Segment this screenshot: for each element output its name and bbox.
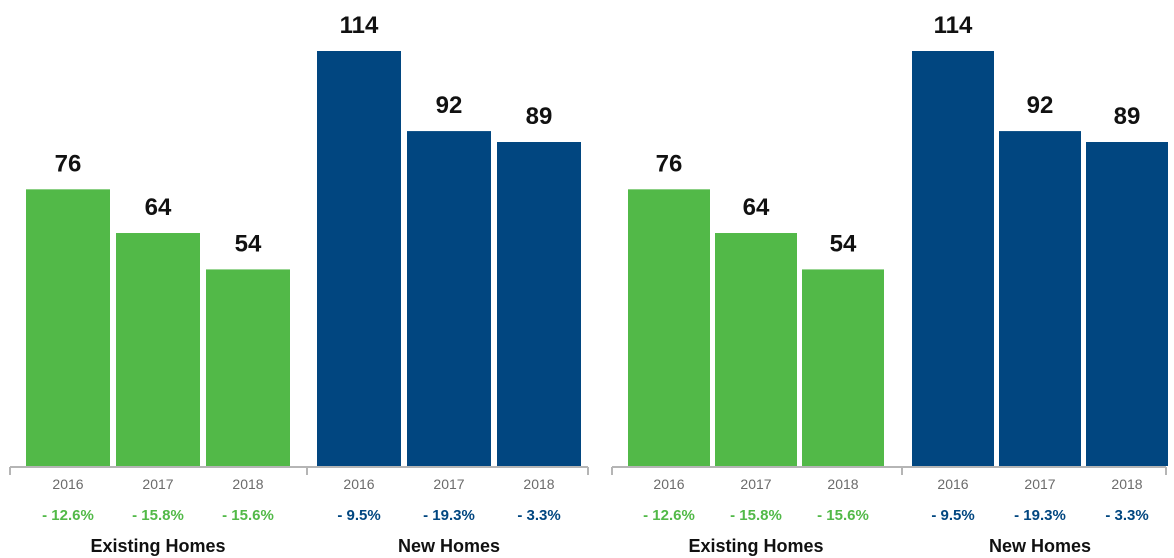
change-label: - 3.3% <box>517 507 560 524</box>
chart-panel-left: 76 2016 - 12.6% 64 2017 - 15.8% 54 2018 - 15.6% E… <box>9 12 589 556</box>
bar-new-homes-2018 <box>497 142 581 466</box>
chart-left: 76 2016 - 12.6% 64 2017 - 15.8% 54 2018 - 15.6% E… <box>9 12 589 556</box>
data-label: 92 <box>436 92 463 119</box>
x-tick-label: 2016 <box>343 476 374 492</box>
change-label: - 15.8% <box>132 507 184 524</box>
x-tick-label: 2018 <box>523 476 554 492</box>
bar-new-homes-2016 <box>912 51 994 466</box>
data-label: 114 <box>934 12 973 39</box>
x-tick-label: 2017 <box>1024 476 1055 492</box>
x-tick-label: 2016 <box>52 476 83 492</box>
x-tick-label: 2018 <box>827 476 858 492</box>
x-tick-label: 2017 <box>142 476 173 492</box>
data-label: 89 <box>1114 103 1141 130</box>
data-label: 92 <box>1027 92 1054 119</box>
x-tick-label: 2017 <box>740 476 771 492</box>
chart-panel-right: 76 2016 - 12.6% 64 2017 - 15.8% 54 2018 - 15.6% E… <box>600 0 1174 558</box>
bar-existing-homes-2016 <box>628 189 710 467</box>
bar-new-homes-2018 <box>1086 142 1168 466</box>
data-label: 76 <box>55 150 82 177</box>
bar-existing-homes-2018 <box>802 269 884 466</box>
bar-new-homes-2017 <box>999 131 1081 467</box>
change-label: - 19.3% <box>423 507 475 524</box>
data-label: 64 <box>145 194 172 221</box>
x-tick-label: 2016 <box>653 476 684 492</box>
data-label: 54 <box>235 230 262 257</box>
change-label: - 12.6% <box>643 507 695 524</box>
change-label: - 12.6% <box>42 507 94 524</box>
change-label: - 3.3% <box>1105 507 1148 524</box>
chart-right: 76 2016 - 12.6% 64 2017 - 15.8% 54 2018 - 15.6% E… <box>611 12 1168 556</box>
data-label: 114 <box>340 12 379 39</box>
data-label: 54 <box>830 230 857 257</box>
bar-existing-homes-2018 <box>206 269 290 466</box>
bar-new-homes-2016 <box>317 51 401 466</box>
data-label: 64 <box>743 194 770 221</box>
change-label: - 15.8% <box>730 507 782 524</box>
x-tick-label: 2018 <box>232 476 263 492</box>
x-tick-label: 2018 <box>1111 476 1142 492</box>
change-label: - 15.6% <box>222 507 274 524</box>
group-title: New Homes <box>989 536 1091 556</box>
change-label: - 19.3% <box>1014 507 1066 524</box>
bar-existing-homes-2017 <box>715 233 797 466</box>
group-title: Existing Homes <box>688 536 823 556</box>
change-label: - 9.5% <box>931 507 974 524</box>
x-tick-label: 2016 <box>937 476 968 492</box>
x-tick-label: 2017 <box>433 476 464 492</box>
bar-existing-homes-2017 <box>116 233 200 466</box>
change-label: - 9.5% <box>337 507 380 524</box>
bar-existing-homes-2016 <box>26 189 110 467</box>
data-label: 76 <box>656 150 683 177</box>
data-label: 89 <box>526 103 553 130</box>
group-title: New Homes <box>398 536 500 556</box>
group-title: Existing Homes <box>90 536 225 556</box>
change-label: - 15.6% <box>817 507 869 524</box>
bar-new-homes-2017 <box>407 131 491 467</box>
